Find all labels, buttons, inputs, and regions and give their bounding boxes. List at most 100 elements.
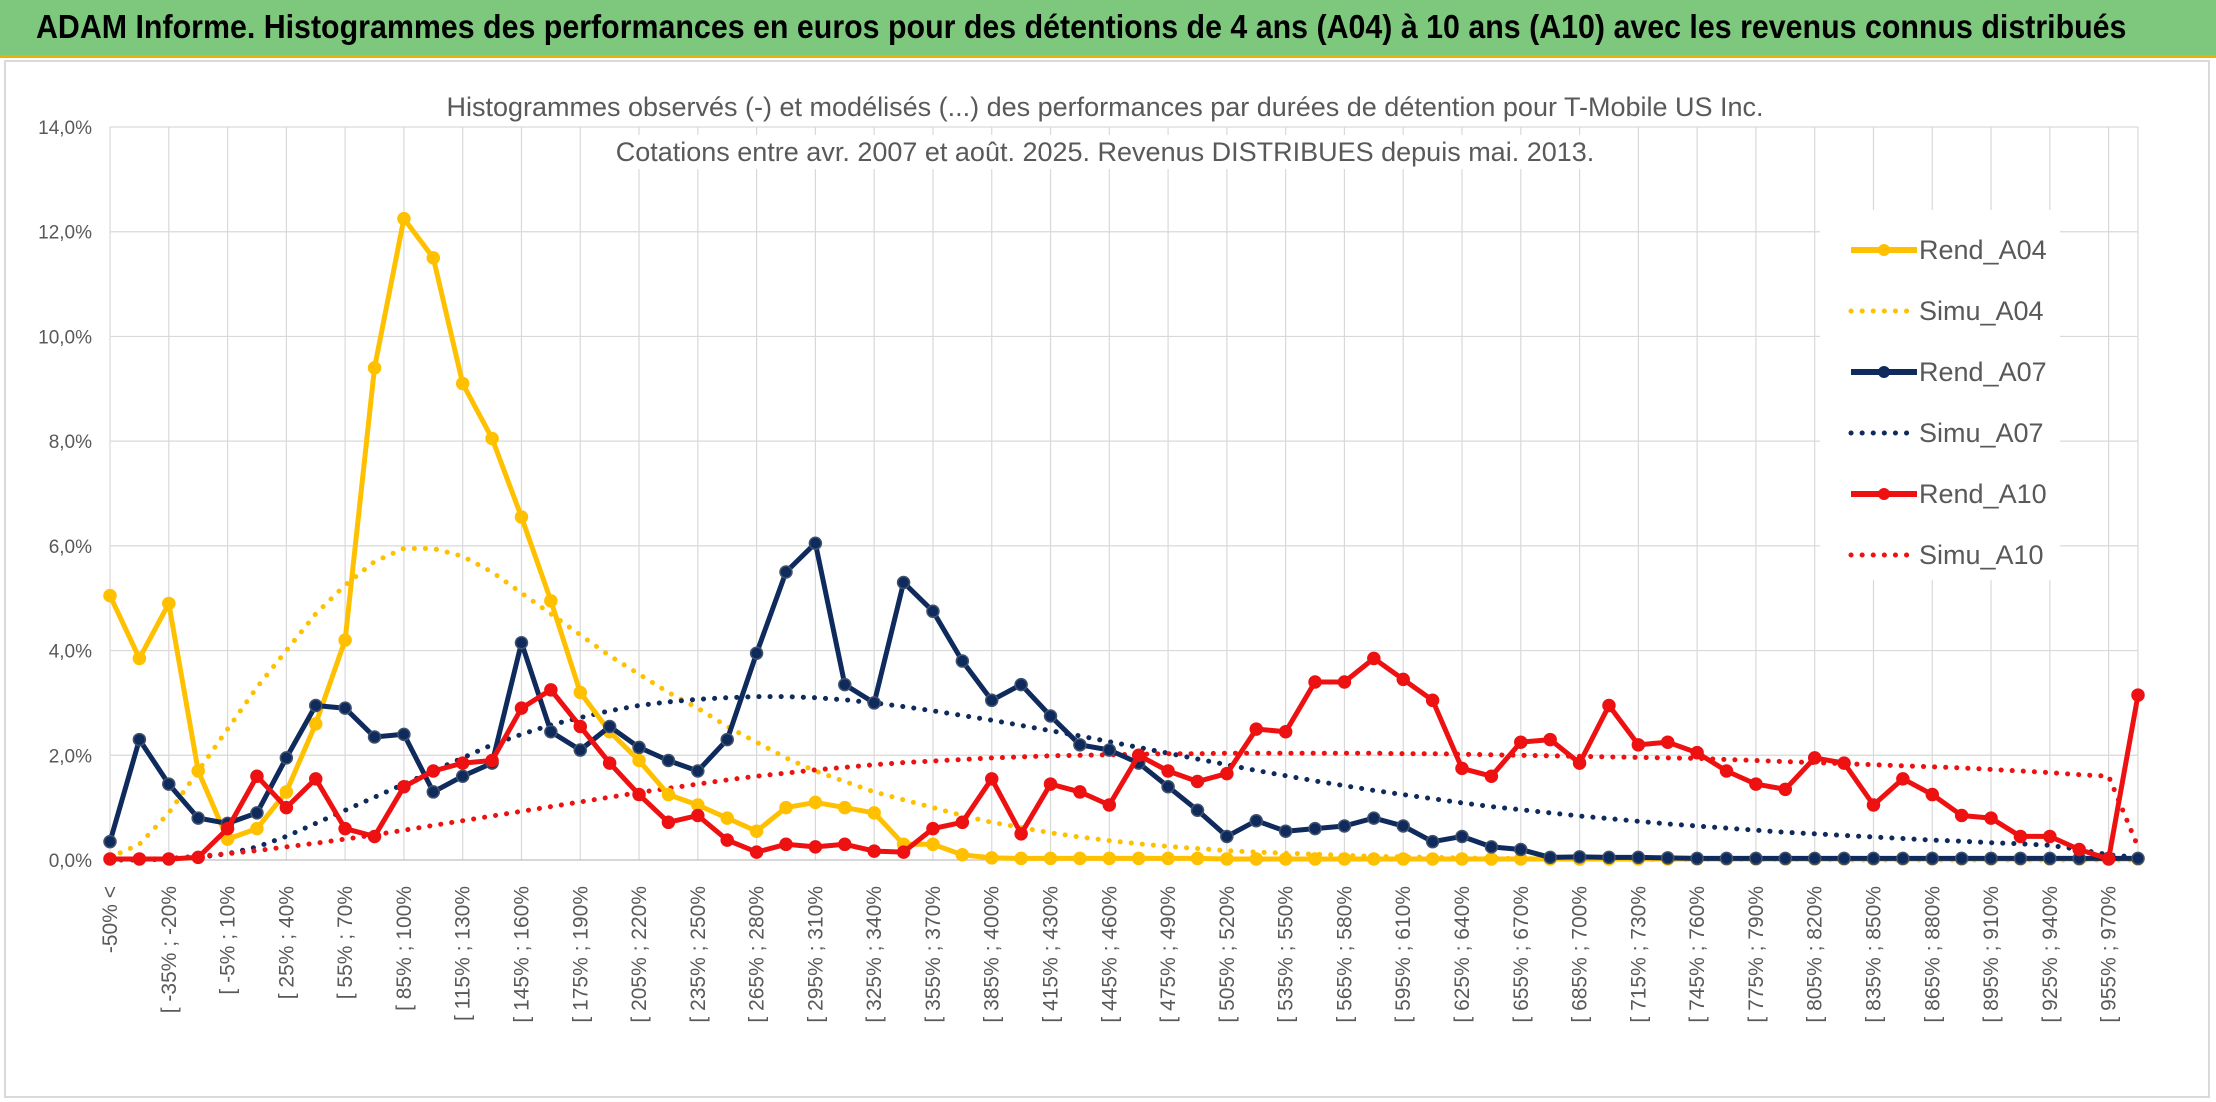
series-line-Rend_A10	[110, 655, 2141, 862]
x-tick-label: -50% <	[99, 886, 122, 953]
data-point	[926, 604, 940, 619]
data-point	[984, 851, 999, 865]
data-point	[926, 821, 940, 836]
data-point	[926, 837, 940, 852]
data-point	[632, 740, 646, 755]
data-point	[1866, 851, 1881, 866]
legend-label: Simu_A04	[1919, 296, 2044, 326]
data-point	[426, 251, 441, 265]
data-point	[632, 787, 646, 802]
data-point	[661, 753, 676, 768]
legend-box	[1820, 210, 2060, 580]
y-tick-label: 8,0%	[49, 432, 92, 453]
data-point	[955, 848, 970, 862]
x-tick-label: [ 385% ; 400%	[981, 886, 1004, 1023]
data-point	[338, 633, 352, 647]
data-point	[661, 787, 676, 802]
data-point	[2131, 688, 2145, 702]
data-point	[1396, 819, 1410, 833]
data-point	[867, 696, 881, 710]
data-point	[514, 701, 529, 715]
data-point	[162, 852, 176, 866]
data-point	[1837, 851, 1851, 866]
x-tick-label: [ 325% ; 340%	[863, 886, 886, 1023]
data-point	[367, 730, 382, 744]
data-point	[1602, 850, 1616, 865]
data-point	[1396, 672, 1410, 687]
data-point	[1190, 774, 1205, 789]
data-point	[720, 811, 734, 825]
x-tick-label: [ 685% ; 700%	[1569, 886, 1592, 1023]
data-point	[1602, 698, 1616, 713]
legend-label: Simu_A10	[1919, 540, 2044, 570]
data-point	[838, 800, 852, 815]
data-point	[573, 685, 588, 700]
data-point	[1484, 852, 1499, 866]
data-point	[1043, 709, 1058, 723]
data-point	[308, 698, 323, 713]
data-point	[1161, 779, 1175, 794]
x-tick-label: [ 715% ; 730%	[1627, 886, 1650, 1023]
data-point	[1278, 724, 1293, 739]
data-point	[1367, 852, 1381, 866]
data-point	[279, 785, 294, 799]
data-point	[1778, 851, 1793, 866]
data-point	[1484, 840, 1499, 854]
data-point	[485, 753, 499, 768]
data-point	[896, 575, 911, 590]
data-point	[514, 510, 529, 524]
data-point	[367, 361, 382, 375]
data-point	[632, 753, 646, 768]
x-tick-label: [ 175% ; 190%	[569, 886, 592, 1023]
data-point	[220, 821, 235, 836]
chart-title-line-2: Cotations entre avr. 2007 et août. 2025.…	[616, 137, 1595, 167]
data-point	[1425, 834, 1440, 849]
data-point	[544, 594, 558, 608]
data-point	[1396, 852, 1410, 866]
data-point	[250, 806, 264, 820]
x-tick-label: [ 205% ; 220%	[628, 886, 651, 1023]
data-point	[455, 756, 470, 770]
data-point	[1954, 851, 1969, 866]
data-point	[2131, 851, 2145, 866]
data-point	[2072, 842, 2086, 857]
data-point	[838, 837, 852, 852]
legend-label: Rend_A10	[1919, 479, 2047, 509]
x-tick-label: [ 805% ; 820%	[1804, 886, 1827, 1023]
legend-label: Rend_A07	[1919, 357, 2047, 387]
data-point	[808, 840, 823, 854]
data-point	[1807, 851, 1822, 866]
data-point	[749, 845, 764, 859]
data-point	[1543, 850, 1557, 865]
legend-label: Simu_A07	[1919, 418, 2044, 448]
title-background	[440, 90, 1770, 124]
x-tick-label: [ 295% ; 310%	[804, 886, 827, 1023]
data-point	[1954, 808, 1969, 823]
data-point	[1543, 732, 1557, 747]
data-point	[1778, 782, 1793, 797]
data-point	[573, 719, 588, 734]
data-point	[691, 808, 705, 823]
x-tick-label: [ 595% ; 610%	[1392, 886, 1415, 1023]
x-tick-label: [ 355% ; 370%	[922, 886, 945, 1023]
data-point	[1484, 769, 1499, 783]
data-point	[1807, 751, 1822, 765]
series-Rend_A10	[103, 651, 2145, 866]
data-point	[1719, 764, 1734, 778]
data-point	[1896, 851, 1910, 866]
data-point	[720, 833, 734, 847]
x-tick-label: [ 265% ; 280%	[746, 886, 769, 1023]
data-point	[1220, 829, 1234, 844]
series-line-Simu_A10	[107, 750, 2141, 863]
data-point	[2013, 851, 2028, 866]
data-point	[1014, 827, 1028, 841]
data-point	[397, 727, 411, 742]
data-point	[132, 732, 147, 747]
data-point	[1514, 735, 1528, 749]
series-layer	[103, 211, 2145, 866]
x-tick-label: [ 145% ; 160%	[510, 886, 533, 1023]
data-point	[896, 845, 911, 859]
data-point	[514, 635, 529, 650]
data-point	[1749, 777, 1763, 791]
